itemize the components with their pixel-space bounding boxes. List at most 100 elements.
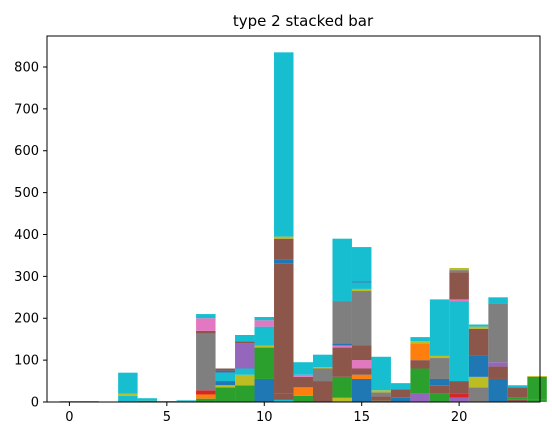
bar-stack-13 [312, 354, 333, 402]
bar-segment [429, 355, 450, 359]
bar-segment [196, 330, 216, 334]
bar-segment [215, 372, 236, 382]
bar-stack-23 [507, 385, 528, 402]
bar-segment [137, 400, 158, 402]
bar-segment [351, 378, 372, 402]
bar-segment [351, 282, 372, 289]
bar-segment [332, 238, 352, 302]
y-tick-label: 600 [14, 144, 39, 159]
bar-segment [332, 343, 352, 346]
bar-segment [176, 400, 197, 402]
bar-segment [254, 378, 275, 402]
bar-stack-9 [235, 334, 255, 402]
bar-segment [527, 376, 547, 400]
bar-segment [449, 299, 469, 302]
bar-segment [429, 393, 450, 402]
bar-segment [118, 395, 138, 402]
x-tick-label: 10 [256, 410, 273, 425]
bar-segment [293, 387, 313, 396]
bar-segment [196, 314, 216, 319]
bar-segment [371, 400, 391, 402]
bar-segment [371, 396, 391, 401]
bar-segment [351, 345, 372, 361]
bar-segment [468, 376, 489, 388]
bar-segment [410, 393, 430, 402]
bar-segment [527, 399, 547, 402]
bar-segment [137, 398, 158, 401]
bar-segment [410, 360, 430, 369]
bar-stack-16 [371, 356, 391, 402]
plot-frame [46, 35, 541, 403]
bar-segment [507, 397, 528, 400]
bar-segment [429, 385, 450, 394]
bar-segment [235, 341, 255, 344]
bar-segment [215, 387, 236, 402]
bar-segment [468, 324, 489, 327]
bar-segment [235, 368, 255, 375]
bar-segment [196, 318, 216, 331]
bar-segment [293, 374, 313, 377]
y-tick-label: 700 [14, 102, 39, 117]
y-tick-label: 300 [14, 270, 39, 285]
bar-segment [332, 397, 352, 402]
bar-segment [215, 381, 236, 386]
bar-segment [351, 291, 372, 346]
bar-segment [215, 385, 236, 388]
bar-segment [312, 367, 333, 369]
bar-segment [235, 374, 255, 386]
bar-segment [274, 238, 294, 260]
bar-segment [410, 341, 430, 344]
bar-segment [293, 362, 313, 375]
bar-stack-21 [468, 324, 489, 402]
bar-segment [312, 354, 333, 368]
bar-segment [254, 316, 275, 321]
x-tick-label: 0 [65, 410, 73, 425]
bar-segment [488, 297, 508, 304]
bar-segment [312, 368, 333, 382]
bar-segment [527, 376, 547, 377]
bar-segment [351, 368, 372, 375]
bar-segment [449, 393, 469, 398]
bar-stack-7 [196, 314, 216, 402]
bar-segment [196, 390, 216, 395]
bar-segment [390, 389, 411, 398]
chart-title: type 2 stacked bar [233, 12, 374, 30]
bar-stack-3 [118, 372, 138, 402]
bar-segment [507, 385, 528, 388]
bar-segment [274, 263, 294, 394]
bar-stack-24 [527, 376, 547, 402]
bar-segment [351, 374, 372, 379]
y-tick-label: 500 [14, 186, 39, 201]
bar-segment [410, 368, 430, 394]
bar-segment [468, 387, 489, 402]
y-tick-label: 800 [14, 60, 39, 75]
bar-segment [235, 334, 255, 342]
bar-segment [488, 366, 508, 379]
y-tick-label: 400 [14, 228, 39, 243]
bar-stack-20 [449, 267, 469, 402]
bar-segment [468, 355, 489, 377]
bar-segment [118, 372, 138, 394]
bar-segment [312, 381, 333, 402]
bar-segment [351, 360, 372, 369]
bar-segment [332, 301, 352, 344]
bar-segment [371, 390, 391, 393]
bar-segment [254, 347, 275, 379]
bar-stack-17 [390, 383, 411, 402]
bar-segment [371, 392, 391, 397]
bar-segment [488, 303, 508, 363]
bar-segment [254, 326, 275, 346]
bar-segment [429, 358, 450, 379]
bar-segment [449, 397, 469, 402]
x-tick-label: 5 [163, 410, 171, 425]
bar-segment [235, 385, 255, 402]
bar-segment [215, 370, 236, 373]
y-tick-label: 100 [14, 354, 39, 369]
bar-segment [468, 326, 489, 329]
bar-segment [332, 376, 352, 398]
bar-segment [235, 343, 255, 369]
bar-segment [274, 393, 294, 400]
bar-segment [196, 398, 216, 402]
bar-segment [507, 399, 528, 402]
